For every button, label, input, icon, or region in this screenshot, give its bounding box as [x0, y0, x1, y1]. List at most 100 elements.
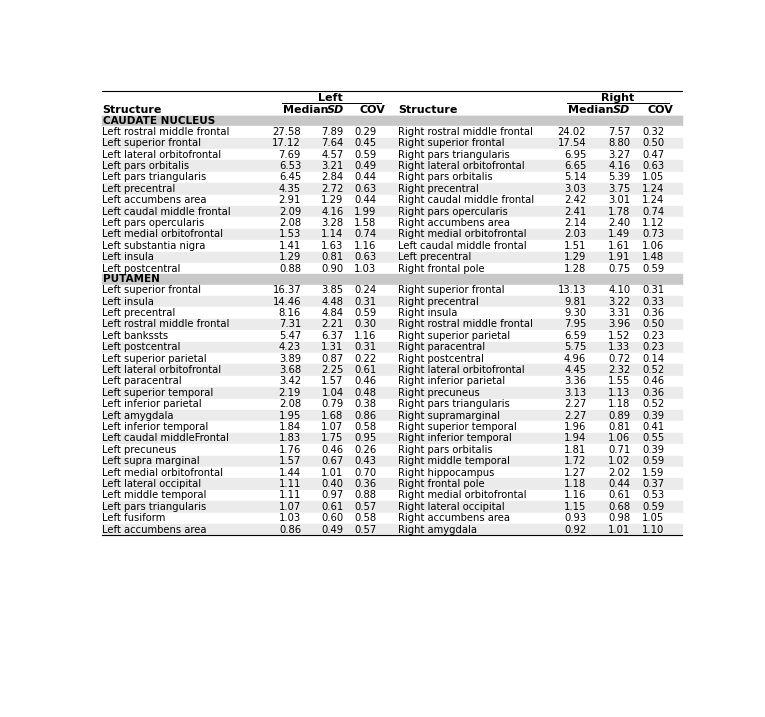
Text: 17.54: 17.54 — [558, 138, 586, 148]
Text: 4.48: 4.48 — [321, 297, 343, 307]
Text: COV: COV — [359, 105, 385, 115]
Text: 0.59: 0.59 — [354, 308, 376, 318]
Text: 1.51: 1.51 — [564, 241, 586, 251]
Text: 1.57: 1.57 — [321, 376, 343, 386]
Text: 2.41: 2.41 — [564, 206, 586, 217]
Text: 1.91: 1.91 — [608, 252, 630, 262]
Text: Right caudal middle frontal: Right caudal middle frontal — [398, 195, 534, 205]
Text: 0.74: 0.74 — [643, 206, 665, 217]
Text: Left postcentral: Left postcentral — [102, 264, 181, 274]
Text: 0.38: 0.38 — [354, 399, 376, 409]
Text: 0.52: 0.52 — [643, 365, 665, 375]
Text: 1.41: 1.41 — [278, 241, 301, 251]
Text: 2.25: 2.25 — [321, 365, 343, 375]
Text: 0.52: 0.52 — [643, 399, 665, 409]
Text: 6.95: 6.95 — [564, 150, 586, 160]
Text: 0.58: 0.58 — [354, 513, 376, 523]
Text: 3.03: 3.03 — [565, 184, 586, 194]
Text: 0.46: 0.46 — [321, 445, 343, 455]
Text: 2.40: 2.40 — [608, 218, 630, 228]
Text: 0.36: 0.36 — [643, 308, 665, 318]
Text: 0.93: 0.93 — [564, 513, 586, 523]
Bar — [102, 524, 682, 536]
Text: Left pars orbitalis: Left pars orbitalis — [102, 161, 189, 171]
Text: 0.89: 0.89 — [608, 411, 630, 421]
Text: 0.97: 0.97 — [321, 490, 343, 500]
Text: Right rostral middle frontal: Right rostral middle frontal — [398, 320, 532, 330]
Bar — [102, 490, 682, 501]
Text: 2.08: 2.08 — [279, 218, 301, 228]
Text: PUTAMEN: PUTAMEN — [103, 275, 160, 285]
Text: 1.06: 1.06 — [643, 241, 665, 251]
Text: 0.14: 0.14 — [643, 353, 665, 364]
Text: 1.75: 1.75 — [321, 434, 343, 443]
Text: 0.31: 0.31 — [354, 297, 376, 307]
Text: 7.64: 7.64 — [321, 138, 343, 148]
Text: 1.18: 1.18 — [564, 479, 586, 489]
Text: 6.53: 6.53 — [278, 161, 301, 171]
Text: 1.03: 1.03 — [354, 264, 376, 274]
Text: Right precentral: Right precentral — [398, 184, 479, 194]
Text: 2.27: 2.27 — [564, 411, 586, 421]
Text: Left insula: Left insula — [102, 297, 154, 307]
Text: 1.01: 1.01 — [321, 467, 343, 478]
Bar — [102, 330, 682, 341]
Text: Left supra marginal: Left supra marginal — [102, 456, 200, 466]
Text: Right accumbens area: Right accumbens area — [398, 218, 510, 228]
Text: 4.16: 4.16 — [321, 206, 343, 217]
Text: 0.71: 0.71 — [608, 445, 630, 455]
Text: Left precentral: Left precentral — [102, 184, 175, 194]
Text: Right: Right — [601, 92, 634, 103]
Text: 0.61: 0.61 — [321, 502, 343, 512]
Text: 1.29: 1.29 — [321, 195, 343, 205]
Text: Left fusiform: Left fusiform — [102, 513, 165, 523]
Text: 27.58: 27.58 — [272, 127, 301, 137]
Text: Right precuneus: Right precuneus — [398, 388, 480, 398]
Text: 1.76: 1.76 — [278, 445, 301, 455]
Text: 0.46: 0.46 — [354, 376, 376, 386]
Bar — [102, 364, 682, 376]
Bar — [102, 285, 682, 296]
Text: 7.89: 7.89 — [321, 127, 343, 137]
Text: Left amygdala: Left amygdala — [102, 411, 174, 421]
Bar — [102, 252, 682, 263]
Text: 1.27: 1.27 — [564, 467, 586, 478]
Text: 13.13: 13.13 — [558, 285, 586, 295]
Text: 1.33: 1.33 — [608, 342, 630, 352]
Text: 1.94: 1.94 — [564, 434, 586, 443]
Text: 5.39: 5.39 — [608, 173, 630, 182]
Text: 0.58: 0.58 — [354, 422, 376, 432]
Text: Left pars triangularis: Left pars triangularis — [102, 173, 206, 182]
Text: 1.28: 1.28 — [564, 264, 586, 274]
Bar — [102, 319, 682, 330]
Text: 0.44: 0.44 — [608, 479, 630, 489]
Text: 0.75: 0.75 — [608, 264, 630, 274]
Text: 8.16: 8.16 — [278, 308, 301, 318]
Text: Left accumbens area: Left accumbens area — [102, 195, 207, 205]
Text: 0.41: 0.41 — [643, 422, 665, 432]
Text: 0.29: 0.29 — [354, 127, 376, 137]
Text: 1.14: 1.14 — [321, 229, 343, 239]
Text: 3.75: 3.75 — [608, 184, 630, 194]
Text: 1.49: 1.49 — [608, 229, 630, 239]
Text: 0.92: 0.92 — [564, 525, 586, 535]
Text: 2.19: 2.19 — [278, 388, 301, 398]
Text: 1.07: 1.07 — [278, 502, 301, 512]
Text: 9.81: 9.81 — [564, 297, 586, 307]
Text: 1.10: 1.10 — [643, 525, 665, 535]
Text: 0.49: 0.49 — [321, 525, 343, 535]
Bar — [102, 296, 682, 308]
Text: 0.57: 0.57 — [354, 502, 376, 512]
Text: Left lateral occipital: Left lateral occipital — [102, 479, 201, 489]
Text: 1.16: 1.16 — [353, 241, 376, 251]
Text: 1.81: 1.81 — [564, 445, 586, 455]
Text: 0.86: 0.86 — [354, 411, 376, 421]
Text: 1.05: 1.05 — [643, 513, 665, 523]
Text: Left lateral orbitofrontal: Left lateral orbitofrontal — [102, 365, 221, 375]
Bar — [102, 240, 682, 252]
Text: 1.06: 1.06 — [608, 434, 630, 443]
Text: 0.30: 0.30 — [354, 320, 376, 330]
Bar — [102, 116, 682, 126]
Text: 3.13: 3.13 — [564, 388, 586, 398]
Text: 0.44: 0.44 — [354, 195, 376, 205]
